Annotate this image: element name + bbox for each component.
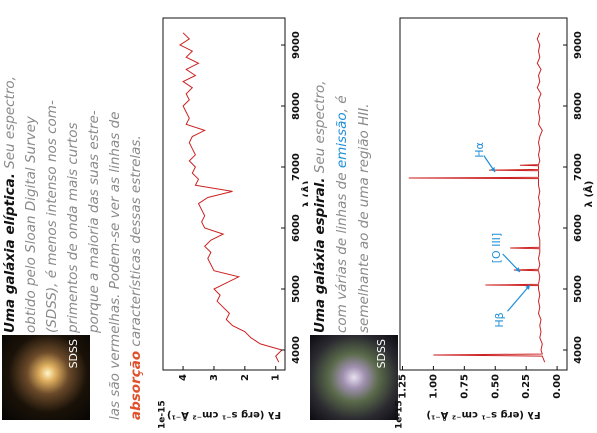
- x-tick-label: 5000: [291, 275, 302, 303]
- arrow-head: [515, 267, 520, 272]
- spectrum-line: [178, 32, 283, 363]
- text-line: primentos de onda mais curtos: [65, 122, 81, 334]
- text-line: semelhante ao de uma região HII.: [356, 103, 372, 334]
- annotation: [O III]: [490, 233, 503, 263]
- x-tick-label: 9000: [573, 31, 584, 59]
- lead: Uma galáxia espiral.: [312, 177, 328, 333]
- galaxy-image: SDSS: [310, 335, 398, 420]
- text-line: Uma galáxia espiral. Seu espectro,: [312, 80, 328, 333]
- image-label: SDSS: [67, 339, 80, 369]
- x-tick-label: 4000: [573, 336, 584, 364]
- annotation: Hβ: [493, 312, 506, 327]
- x-tick-label: 5000: [573, 275, 584, 303]
- spectrum-line: [408, 32, 546, 363]
- annotation: Hα: [473, 142, 486, 158]
- text-line: (SDSS), é menos intenso nos com-: [44, 100, 60, 333]
- y-axis-label: Fλ (erg s⁻¹ cm⁻² Å⁻¹): [167, 409, 281, 422]
- arrow-head: [525, 285, 530, 290]
- x-axis-label: λ (Å): [582, 181, 595, 208]
- text-line: porque a maioria das suas estre-: [86, 110, 102, 333]
- text-line: obtido pelo Sloan Digital Survey: [23, 116, 39, 333]
- text: Seu espectro,: [2, 76, 18, 169]
- x-tick-label: 6000: [573, 214, 584, 242]
- x-tick-label: 7000: [291, 153, 302, 181]
- y-tick-label: 3: [209, 374, 220, 381]
- offset-label: 1e-15: [395, 400, 405, 429]
- y-tick-label: 4: [178, 374, 189, 381]
- y-axis-label: Fλ (erg s⁻¹ cm⁻² Å⁻¹): [426, 409, 540, 422]
- x-tick-label: 8000: [573, 92, 584, 120]
- text: Seu espectro,: [312, 80, 328, 174]
- text: com várias de linhas de: [334, 172, 350, 333]
- text-line: absorção características dessas estrelas…: [128, 135, 144, 420]
- highlight: emissão: [334, 112, 350, 169]
- y-tick-label: 0.00: [552, 374, 563, 399]
- plot-frame: [399, 17, 568, 371]
- chart: 0.00 0.25 0.50 0.75 1.00 1.25 4000 5000 6000 7000…: [395, 17, 595, 429]
- x-tick-label: 9000: [291, 31, 302, 59]
- chart: 1 2 3 4 4000 5000 6000 7000 8000 9000 λ (Å) Fλ (erg…: [158, 17, 308, 429]
- text: , é: [334, 95, 350, 113]
- x-axis-label: λ (Å): [300, 181, 308, 208]
- lead: Uma galáxia elíptica.: [2, 173, 18, 333]
- text: características dessas estrelas.: [128, 135, 144, 347]
- text-line: las são vermelhas. Podem-se ver as linha…: [107, 111, 123, 420]
- y-tick-label: 0.50: [490, 374, 501, 399]
- x-tick-label: 4000: [291, 336, 302, 364]
- image-label: SDSS: [375, 339, 388, 369]
- y-tick-label: 0.25: [521, 374, 532, 399]
- x-tick-label: 8000: [291, 92, 302, 120]
- x-tick-label: 7000: [573, 153, 584, 181]
- plot-frame: [162, 17, 286, 371]
- annotation-arrow: [507, 284, 531, 312]
- y-tick-label: 1: [271, 374, 282, 381]
- y-tick-label: 1.25: [397, 374, 408, 399]
- y-tick-label: 0.75: [459, 374, 470, 399]
- highlight: absorção: [128, 350, 144, 420]
- galaxy-image: SDSS: [2, 335, 90, 420]
- text-line: Uma galáxia elíptica. Seu espectro,: [2, 76, 18, 333]
- text-line: com várias de linhas de emissão, é: [334, 95, 350, 333]
- y-tick-label: 1.00: [428, 374, 439, 399]
- y-tick-label: 2: [240, 374, 251, 381]
- arrow-head: [490, 167, 495, 172]
- offset-label: 1e-15: [158, 400, 168, 429]
- x-tick-label: 6000: [291, 214, 302, 242]
